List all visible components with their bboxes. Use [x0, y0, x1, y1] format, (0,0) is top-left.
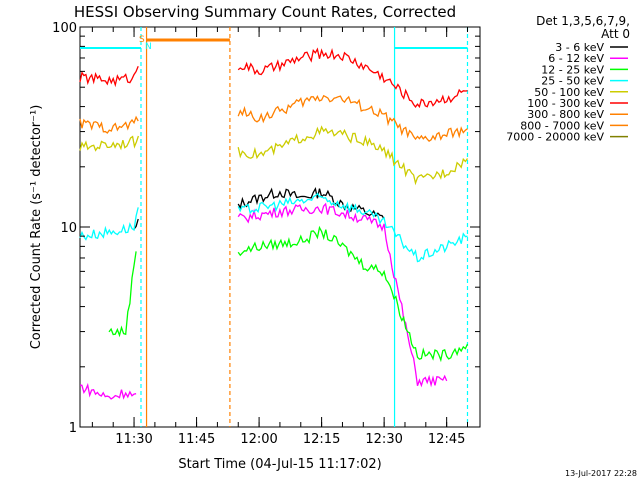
series-layer	[79, 47, 469, 400]
time-window-overlays	[80, 27, 469, 427]
series-6-segment-1	[237, 94, 468, 143]
legend-label-5: 100 - 300 keV	[527, 97, 604, 110]
marker-S: S	[139, 35, 145, 45]
x-tick-label-12:30: 12:30	[365, 432, 402, 447]
legend-label-1: 6 - 12 keV	[548, 52, 604, 65]
legend-label-2: 12 - 25 keV	[541, 63, 604, 76]
legend-header-line2: Att 0	[601, 27, 630, 41]
marker-layer: SN	[139, 35, 152, 52]
series-2-segment-1	[237, 225, 469, 363]
legend-header-line1: Det 1,3,5,6,7,9,	[536, 14, 630, 28]
y-tick-label-1: 1	[69, 421, 77, 436]
series-1-segment-0	[79, 382, 137, 400]
x-tick-label-12:45: 12:45	[428, 432, 465, 447]
chart-title: HESSI Observing Summary Count Rates, Cor…	[74, 3, 456, 21]
y-tick-label-100: 100	[52, 21, 77, 36]
legend-label-4: 50 - 100 keV	[534, 86, 604, 99]
series-6-segment-0	[79, 115, 139, 134]
series-0-segment-1	[237, 187, 385, 220]
x-axis-label: Start Time (04-Jul-15 11:17:02)	[178, 457, 381, 472]
marker-N: N	[145, 42, 152, 52]
series-5-segment-0	[79, 65, 139, 88]
legend-label-0: 3 - 6 keV	[555, 41, 604, 54]
series-3-segment-0	[79, 207, 139, 241]
series-4-segment-1	[237, 125, 469, 186]
x-tick-label-12:00: 12:00	[240, 432, 277, 447]
x-axis: 11:30 11:45 12:00 12:15 12:30 12:45	[91, 27, 468, 447]
legend-label-3: 25 - 50 keV	[541, 75, 604, 88]
series-2-segment-0	[108, 251, 137, 338]
legend-label-7: 800 - 7000 keV	[520, 119, 604, 132]
series-3-segment-1	[237, 192, 468, 263]
footer-date: 13-Jul-2017 22:28	[565, 469, 637, 478]
series-4-segment-0	[79, 135, 140, 152]
plot-frame	[79, 26, 481, 428]
series-1-segment-1	[237, 202, 448, 388]
y-tick-label-10: 10	[60, 221, 77, 236]
y-axis: 1 10 100	[52, 21, 480, 436]
x-tick-label-11:30: 11:30	[115, 432, 152, 447]
legend-label-6: 300 - 800 keV	[527, 108, 604, 121]
x-tick-label-12:15: 12:15	[303, 432, 340, 447]
series-5-segment-1	[237, 47, 468, 109]
x-tick-label-11:45: 11:45	[178, 432, 215, 447]
legend-label-8: 7000 - 20000 keV	[506, 131, 604, 144]
y-axis-label: Corrected Count Rate (s⁻¹ detector⁻¹)	[29, 105, 44, 350]
